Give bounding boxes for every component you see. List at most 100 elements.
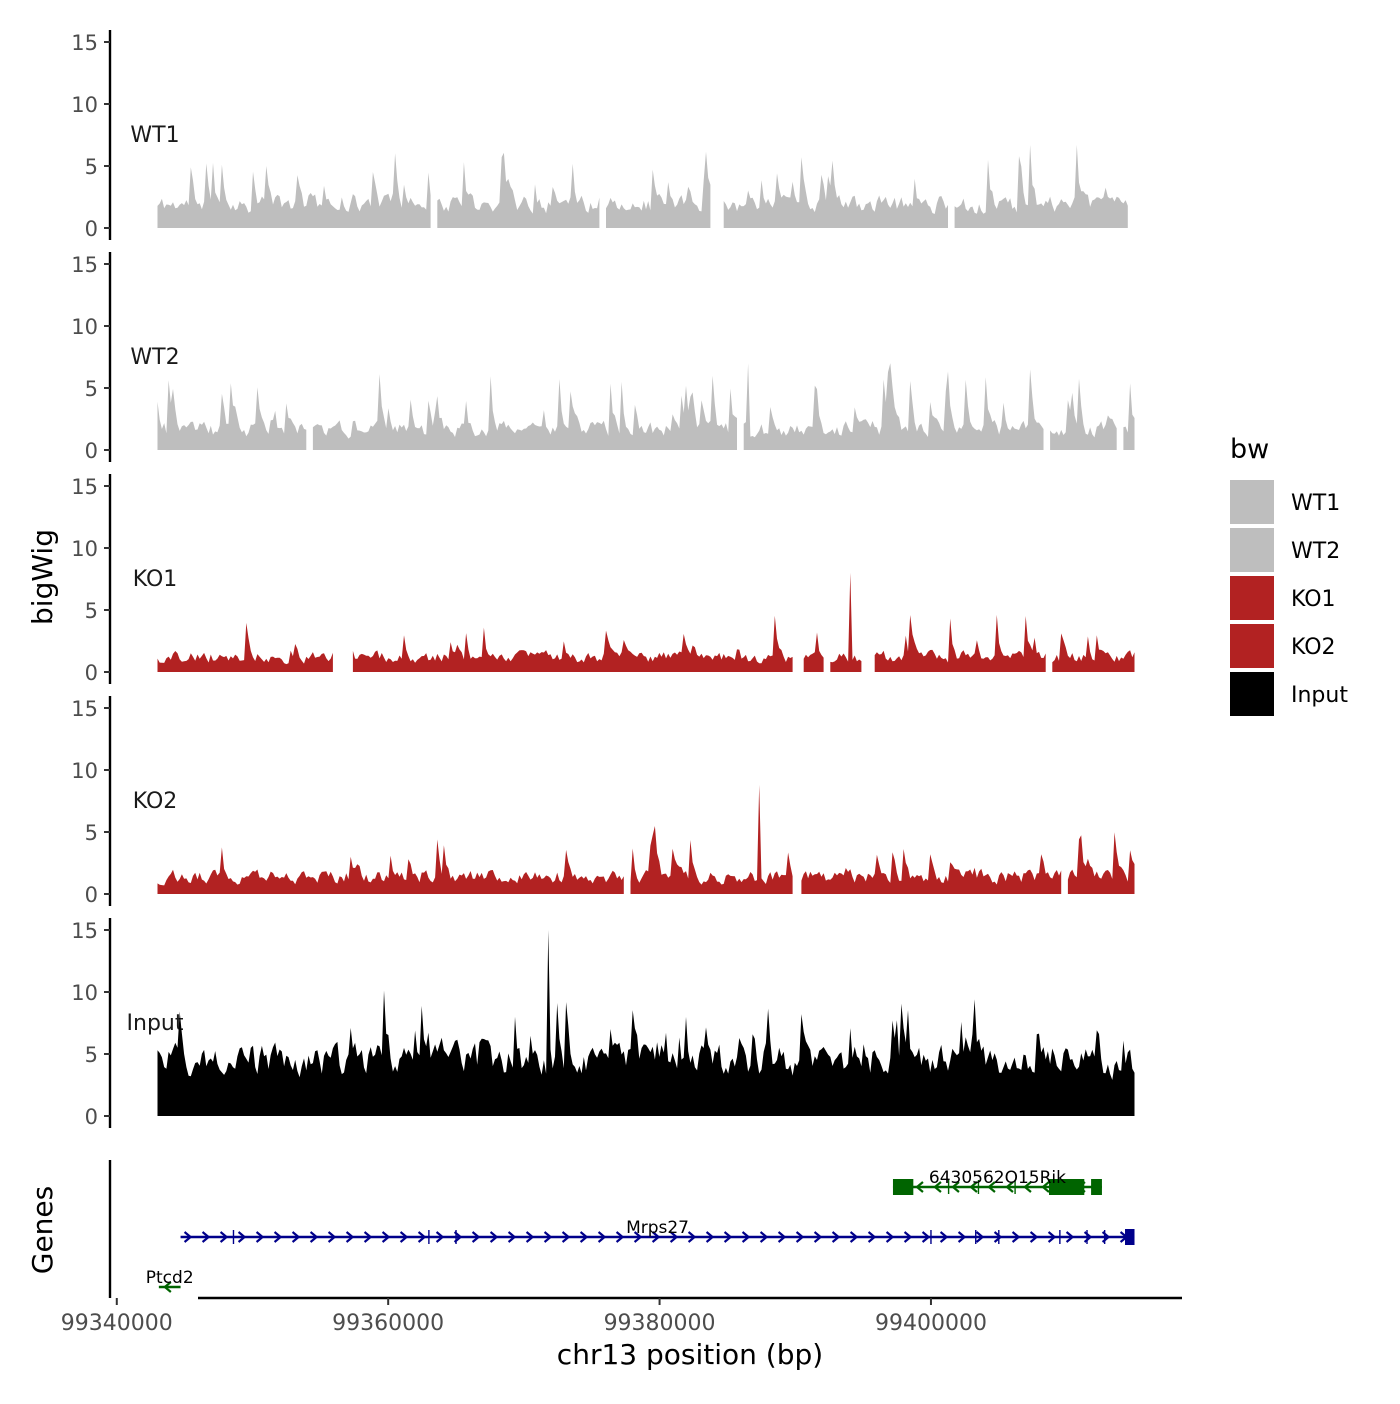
signal-area-KO2-1: [630, 784, 793, 894]
gene-strand-arrow-Mrps27: [615, 1231, 625, 1243]
signal-area-KO1-5: [1052, 633, 1135, 672]
gene-strand-arrow-6430562O15Rik: [915, 1181, 924, 1193]
y-tick-label-KO1-0: 0: [85, 661, 98, 685]
gene-strand-arrow-Ptcd2: [163, 1281, 172, 1293]
gene-strand-arrow-6430562O15Rik: [933, 1181, 942, 1193]
signal-area-KO1-3: [830, 572, 862, 672]
y-tick-label-KO2-15: 15: [71, 697, 98, 721]
gene-strand-arrow-Mrps27: [273, 1231, 283, 1243]
signal-area-KO1-2: [803, 632, 824, 672]
track-label-KO2: KO2: [133, 789, 178, 814]
gene-strand-arrow-Mrps27: [471, 1231, 481, 1243]
gene-strand-arrow-Mrps27: [1065, 1231, 1075, 1243]
gene-strand-arrow-6430562O15Rik: [951, 1181, 960, 1193]
genes-axis-title: Genes: [26, 1186, 59, 1274]
legend-label-KO2: KO2: [1291, 635, 1336, 660]
x-tick-label-99360000: 99360000: [332, 1311, 444, 1336]
gene-strand-arrow-Mrps27: [255, 1231, 265, 1243]
gene-strand-arrow-Mrps27: [705, 1231, 715, 1243]
gene-strand-arrow-Mrps27: [885, 1231, 895, 1243]
y-tick-label-KO2-0: 0: [85, 883, 98, 907]
y-tick-label-WT1-0: 0: [85, 217, 98, 241]
y-tick-label-WT1-5: 5: [85, 155, 98, 179]
gene-strand-arrow-Mrps27: [561, 1231, 571, 1243]
track-label-KO1: KO1: [133, 567, 178, 592]
gene-strand-arrow-6430562O15Rik: [1005, 1181, 1014, 1193]
gene-strand-arrow-Mrps27: [723, 1231, 733, 1243]
gene-label-Mrps27: Mrps27: [626, 1218, 689, 1238]
signal-area-WT1-1: [437, 152, 600, 228]
legend-key-WT1: [1230, 480, 1274, 524]
legend-key-WT2: [1230, 528, 1274, 572]
gene-strand-arrow-Mrps27: [525, 1231, 535, 1243]
gene-strand-arrow-Mrps27: [183, 1231, 193, 1243]
legend-label-KO1: KO1: [1291, 587, 1336, 612]
y-tick-label-KO1-5: 5: [85, 599, 98, 623]
x-tick-label-99400000: 99400000: [875, 1311, 987, 1336]
gene-exon-6430562O15Rik-1: [1049, 1179, 1085, 1195]
y-tick-label-KO1-15: 15: [71, 475, 98, 499]
signal-area-WT1-0: [157, 153, 431, 228]
y-tick-label-KO1-10: 10: [71, 537, 98, 561]
gene-strand-arrow-Mrps27: [1011, 1231, 1021, 1243]
signal-area-KO1-1: [352, 615, 793, 672]
gene-strand-arrow-Mrps27: [849, 1231, 859, 1243]
gene-strand-arrow-6430562O15Rik: [1023, 1181, 1032, 1193]
signal-area-KO1-4: [874, 614, 1046, 672]
y-tick-label-WT1-10: 10: [71, 93, 98, 117]
gene-strand-arrow-Mrps27: [687, 1231, 697, 1243]
gene-strand-arrow-Mrps27: [345, 1231, 355, 1243]
signal-area-WT1-3: [723, 157, 948, 228]
gene-strand-arrow-Mrps27: [237, 1231, 247, 1243]
y-tick-label-WT2-15: 15: [71, 253, 98, 277]
signal-area-WT2-0: [157, 380, 307, 450]
signal-area-KO2-2: [801, 849, 1062, 894]
gene-strand-arrow-Mrps27: [291, 1231, 301, 1243]
gene-strand-arrow-Mrps27: [435, 1231, 445, 1243]
legend-label-WT2: WT2: [1291, 539, 1340, 564]
y-tick-label-Input-5: 5: [85, 1043, 98, 1067]
x-tick-label-99380000: 99380000: [604, 1311, 716, 1336]
gene-strand-arrow-6430562O15Rik: [987, 1181, 996, 1193]
gene-label-Ptcd2: Ptcd2: [146, 1268, 194, 1288]
gene-strand-arrow-Mrps27: [489, 1231, 499, 1243]
gene-strand-arrow-Mrps27: [363, 1231, 373, 1243]
signal-area-KO2-0: [157, 839, 624, 894]
gene-strand-arrow-Mrps27: [903, 1231, 913, 1243]
y-tick-label-WT2-0: 0: [85, 439, 98, 463]
signal-area-Input-0: [157, 930, 1135, 1116]
signal-area-WT2-3: [1050, 378, 1117, 450]
gene-strand-arrow-6430562O15Rik: [969, 1181, 978, 1193]
gene-strand-arrow-Mrps27: [867, 1231, 877, 1243]
gene-strand-arrow-Mrps27: [327, 1231, 337, 1243]
gene-strand-arrow-Mrps27: [777, 1231, 787, 1243]
signal-area-WT1-2: [606, 151, 711, 228]
gene-strand-arrow-Mrps27: [381, 1231, 391, 1243]
gene-strand-arrow-Mrps27: [1047, 1231, 1057, 1243]
x-axis-title: chr13 position (bp): [557, 1338, 823, 1371]
gene-strand-arrow-Mrps27: [507, 1231, 517, 1243]
y-tick-label-WT2-5: 5: [85, 377, 98, 401]
legend-key-Input: [1230, 672, 1274, 716]
legend-title: bw: [1230, 434, 1269, 465]
gene-strand-arrow-Mrps27: [939, 1231, 949, 1243]
gene-strand-arrow-Mrps27: [579, 1231, 589, 1243]
gene-label-6430562O15Rik: 6430562O15Rik: [929, 1168, 1066, 1188]
signal-area-WT2-4: [1123, 383, 1135, 450]
x-tick-label-99340000: 99340000: [61, 1311, 173, 1336]
gene-strand-arrow-Mrps27: [651, 1231, 661, 1243]
gene-exon-6430562O15Rik-2: [1091, 1179, 1102, 1195]
signal-area-KO2-3: [1067, 832, 1135, 894]
track-label-WT2: WT2: [130, 345, 179, 370]
gene-strand-arrow-Mrps27: [399, 1231, 409, 1243]
gene-strand-arrow-Mrps27: [957, 1231, 967, 1243]
gene-strand-arrow-Mrps27: [309, 1231, 319, 1243]
gene-strand-arrow-Mrps27: [975, 1231, 985, 1243]
gene-strand-arrow-Mrps27: [813, 1231, 823, 1243]
gene-strand-arrow-Mrps27: [993, 1231, 1003, 1243]
gene-strand-arrow-Mrps27: [201, 1231, 211, 1243]
gene-strand-arrow-6430562O15Rik: [1041, 1181, 1050, 1193]
gene-strand-arrow-Mrps27: [831, 1231, 841, 1243]
signal-area-WT2-1: [312, 374, 737, 450]
